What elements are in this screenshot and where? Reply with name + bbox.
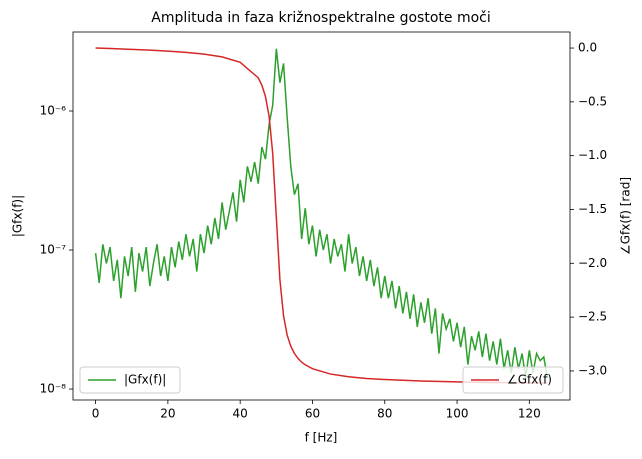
line-series (94, 48, 549, 379)
y-tick-label: 10⁻⁷ (40, 243, 67, 257)
y2-tick-label: 0.0 (578, 41, 597, 55)
y-tick-label: 10⁻⁶ (40, 103, 67, 117)
y2-tick-label: −2.5 (578, 310, 607, 324)
y2-axis-label: ∠Gfx(f) [rad] (619, 177, 633, 255)
x-tick-label: 120 (518, 407, 541, 421)
x-axis-label: f [Hz] (305, 431, 338, 445)
chart-title: Amplituda in faza križnospektralne gosto… (151, 10, 491, 26)
x-tick-label: 20 (160, 407, 175, 421)
legend-box (462, 366, 564, 394)
y2-tick-label: −1.0 (578, 148, 607, 162)
y2-tick-label: −2.0 (578, 256, 607, 270)
y2-tick-label: −3.0 (578, 363, 607, 377)
x-tick-label: 0 (92, 407, 100, 421)
line-series (95, 47, 548, 384)
legend-label: ∠Gfx(f) (507, 373, 552, 387)
x-tick-label: 80 (377, 407, 392, 421)
x-tick-label: 100 (446, 407, 469, 421)
x-tick-label: 40 (233, 407, 248, 421)
legend-label: |Gfx(f)| (124, 373, 166, 387)
y-axis-label: |Gfx(f)| (11, 195, 25, 237)
y2-tick-label: −1.5 (578, 202, 607, 216)
x-tick-label: 60 (305, 407, 320, 421)
plot-frame (72, 31, 571, 401)
y-tick-label: 10⁻⁸ (40, 382, 67, 396)
legend-box (79, 366, 181, 394)
y2-tick-label: −0.5 (578, 94, 607, 108)
